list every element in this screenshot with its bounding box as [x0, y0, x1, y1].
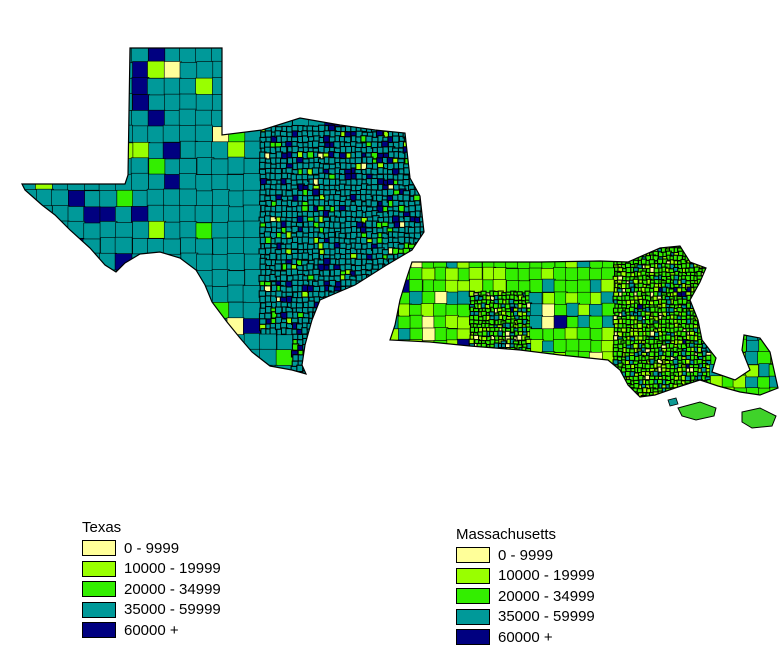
legend-label: 20000 - 34999	[498, 587, 595, 605]
texas-region	[21, 47, 425, 375]
legend-label: 35000 - 59999	[498, 608, 595, 626]
choropleth-map	[21, 47, 779, 429]
legend-label: 10000 - 19999	[124, 560, 221, 578]
legend-swatch	[456, 547, 490, 564]
legend-swatch	[456, 567, 490, 584]
legend-item: 20000 - 34999	[456, 586, 595, 607]
legend-label: 0 - 9999	[124, 539, 180, 557]
legend-item: 10000 - 19999	[456, 566, 595, 587]
legend-item: 60000 +	[82, 620, 221, 641]
legend-label: 35000 - 59999	[124, 601, 221, 619]
legend-item: 60000 +	[456, 627, 595, 648]
legend-swatch	[82, 601, 116, 618]
legend-swatch	[82, 581, 116, 598]
massachusetts-legend-title: Massachusetts	[456, 526, 557, 543]
texas-legend-title: Texas	[82, 519, 122, 536]
massachusetts-legend: Massachusetts 0 - 9999 10000 - 19999 200…	[456, 525, 595, 648]
legend-item: 35000 - 59999	[456, 607, 595, 628]
legend-item: 35000 - 59999	[82, 600, 221, 621]
legend-item: 20000 - 34999	[82, 579, 221, 600]
massachusetts-region	[389, 245, 779, 398]
legend-label: 60000 +	[124, 621, 179, 639]
legend-item: 0 - 9999	[82, 538, 221, 559]
legend-swatch	[82, 622, 116, 639]
legend-label: 10000 - 19999	[498, 567, 595, 585]
legend-swatch	[82, 560, 116, 577]
texas-legend: Texas 0 - 9999 10000 - 19999 20000 - 349…	[82, 518, 221, 641]
legend-item: 10000 - 19999	[82, 559, 221, 580]
legend-label: 0 - 9999	[498, 546, 554, 564]
ma-islands	[667, 397, 777, 429]
legend-label: 60000 +	[498, 628, 553, 646]
legend-item: 0 - 9999	[456, 545, 595, 566]
legend-swatch	[82, 540, 116, 557]
legend-label: 20000 - 34999	[124, 580, 221, 598]
legend-swatch	[456, 588, 490, 605]
legend-swatch	[456, 629, 490, 646]
legend-swatch	[456, 608, 490, 625]
